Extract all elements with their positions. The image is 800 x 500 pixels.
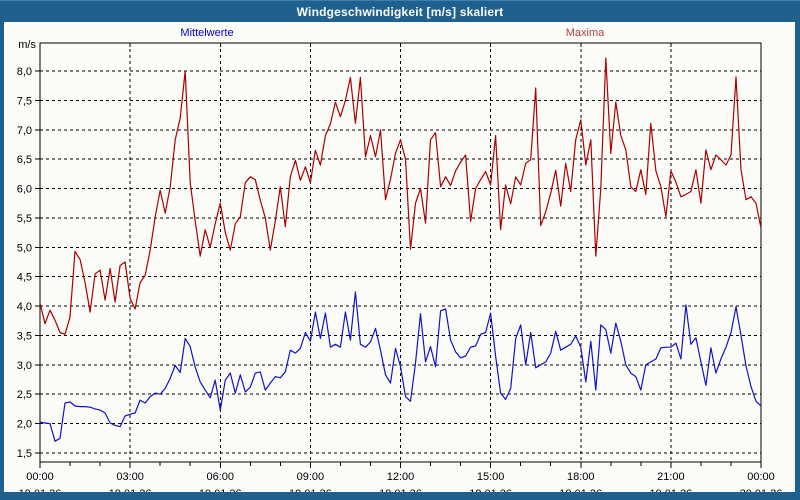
y-tick-label: 3,0 bbox=[17, 360, 32, 372]
y-tick-label: 7,0 bbox=[17, 125, 32, 137]
y-tick-label: 5,5 bbox=[17, 213, 32, 225]
x-tick-time-label: 06:00 bbox=[206, 471, 234, 483]
series-mittelwerte bbox=[39, 291, 762, 442]
series-maxima bbox=[39, 57, 762, 335]
x-tick-date-label: 19.01.26 bbox=[109, 488, 152, 492]
x-tick-date-label: 19.01.26 bbox=[379, 488, 422, 492]
chart-panel: Mittelwerte Maxima m/s 8,0 7,5 7,0 6,5 6,0 5,… bbox=[4, 22, 795, 492]
y-tick-label: 6,5 bbox=[17, 154, 32, 166]
y-tick-label: 7,5 bbox=[17, 95, 32, 107]
plot-border bbox=[39, 42, 762, 463]
x-tick-time-label: 15:00 bbox=[477, 471, 505, 483]
y-axis-unit-label: m/s bbox=[18, 39, 36, 51]
window-title: Windgeschwindigkeit [m/s] skaliert bbox=[296, 5, 504, 19]
x-tick-time-label: 12:00 bbox=[387, 471, 415, 483]
x-tick-date-label: 20.01.26 bbox=[740, 488, 783, 492]
x-tick-date-label: 19.01.26 bbox=[649, 488, 692, 492]
x-tick-date-label: 19.01.26 bbox=[469, 488, 512, 492]
x-tick-time-label: 18:00 bbox=[567, 471, 595, 483]
legend-mittelwerte-label: Mittelwerte bbox=[180, 27, 234, 39]
x-tick-date-label: 19.01.26 bbox=[289, 488, 332, 492]
y-tick-label: 2,5 bbox=[17, 389, 32, 401]
x-tick-time-label: 09:00 bbox=[297, 471, 325, 483]
x-tick-date-label: 19.01.26 bbox=[19, 488, 62, 492]
y-tick-label: 4,5 bbox=[17, 272, 32, 284]
x-tick-date-label: 19.01.26 bbox=[559, 488, 602, 492]
y-tick-label: 1,5 bbox=[17, 448, 32, 460]
y-tick-label: 2,0 bbox=[17, 419, 32, 431]
x-tick-time-label: 00:00 bbox=[747, 471, 775, 483]
y-tick-label: 3,5 bbox=[17, 330, 32, 342]
y-tick-label: 8,0 bbox=[17, 66, 32, 78]
x-tick-time-label: 00:00 bbox=[26, 471, 54, 483]
gridlines bbox=[40, 43, 761, 462]
y-tick-label: 4,0 bbox=[17, 301, 32, 313]
x-tick-time-label: 21:00 bbox=[657, 471, 685, 483]
y-tick-label: 5,0 bbox=[17, 242, 32, 254]
wind-speed-chart[interactable]: 8,0 7,5 7,0 6,5 6,0 5,5 5,0 4,5 4,0 3,5 3,0 2,5 2,0 1… bbox=[4, 22, 795, 492]
axis-ticks bbox=[35, 43, 762, 468]
legend-maxima-label: Maxima bbox=[565, 27, 605, 39]
x-tick-date-label: 19.01.26 bbox=[199, 488, 242, 492]
window-titlebar[interactable]: Windgeschwindigkeit [m/s] skaliert bbox=[0, 0, 800, 23]
x-tick-time-label: 03:00 bbox=[116, 471, 144, 483]
axis-labels: 8,0 7,5 7,0 6,5 6,0 5,5 5,0 4,5 4,0 3,5 3,0 2,5 2,0 1… bbox=[17, 66, 783, 492]
y-tick-label: 6,0 bbox=[17, 184, 32, 196]
